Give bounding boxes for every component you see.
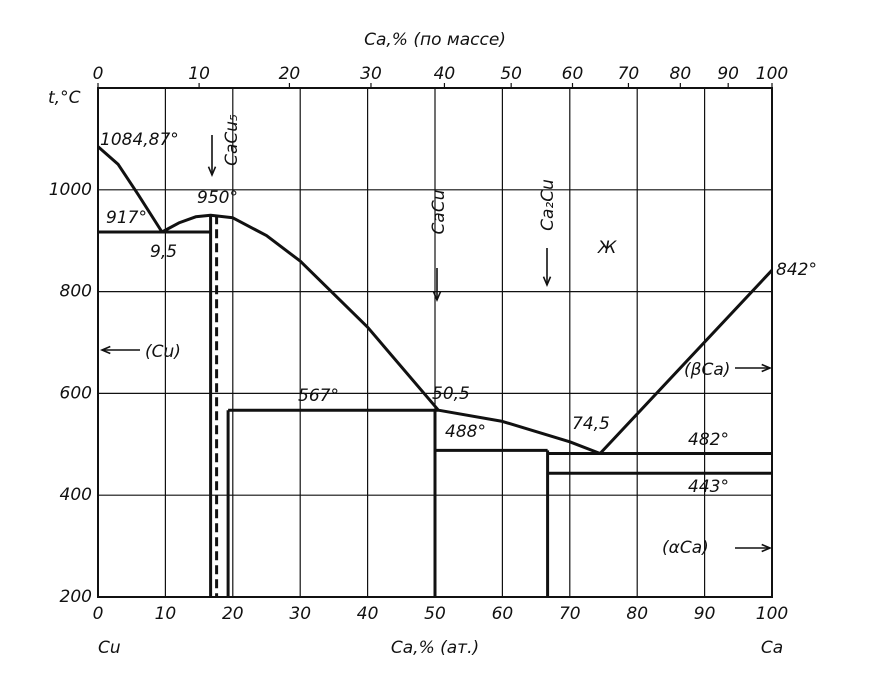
x-tick-label: 30	[289, 604, 311, 624]
y-tick-label: 800	[60, 282, 92, 302]
x-tick-label: 0	[93, 604, 104, 624]
top-tick-label: 0	[93, 64, 104, 84]
arrow-head	[761, 363, 773, 373]
annotation: 567°	[298, 386, 339, 406]
arrow-head	[99, 345, 111, 355]
annotation: 74,5	[572, 414, 610, 434]
arrow-head	[542, 276, 552, 288]
annotation: 9,5	[150, 242, 177, 262]
annotation: 950°	[197, 188, 238, 208]
top-tick-label: 70	[618, 64, 640, 84]
x-tick-label: 80	[626, 604, 648, 624]
right-component: Ca	[761, 638, 783, 658]
x-tick-label: 90	[694, 604, 716, 624]
left-component: Cu	[98, 638, 121, 658]
y-axis-title: t,°C	[48, 88, 81, 108]
annotation: (βCa)	[684, 360, 730, 380]
x-tick-label: 10	[155, 604, 177, 624]
x-tick-label: 60	[492, 604, 514, 624]
y-tick-label: 1000	[49, 180, 92, 200]
arrow-head	[432, 291, 442, 303]
x-tick-label: 100	[756, 604, 788, 624]
x-tick-label: 50	[424, 604, 446, 624]
top-tick-label: 10	[188, 64, 210, 84]
phase-boundary	[97, 145, 774, 455]
annotation: CaCu₅	[222, 114, 242, 166]
annotation: 488°	[445, 422, 486, 442]
top-tick-label: 30	[360, 64, 382, 84]
annotation: CaCu	[429, 189, 449, 234]
annotation: 482°	[688, 430, 729, 450]
y-tick-label: 600	[60, 383, 92, 403]
x-tick-label: 70	[559, 604, 581, 624]
arrow-head	[207, 166, 217, 178]
x-axis-title: Ca,% (ат.)	[391, 638, 479, 658]
annotation: (αCa)	[662, 538, 709, 558]
annotation: 443°	[688, 477, 729, 497]
y-tick-label: 400	[60, 485, 92, 505]
top-axis-title: Ca,% (по массе)	[364, 30, 506, 50]
annotation: Ж	[597, 238, 617, 258]
top-tick-label: 100	[756, 64, 788, 84]
annotation: 1084,87°	[100, 130, 179, 150]
top-tick-label: 20	[279, 64, 301, 84]
top-tick-label: 40	[434, 64, 456, 84]
annotation: 50,5	[432, 384, 470, 404]
x-tick-label: 20	[222, 604, 244, 624]
x-tick-label: 40	[357, 604, 379, 624]
top-tick-label: 60	[562, 64, 584, 84]
arrow-head	[761, 543, 773, 553]
annotation: 917°	[106, 208, 147, 228]
annotation: 842°	[776, 260, 817, 280]
annotation: Ca₂Cu	[538, 179, 558, 231]
top-tick-label: 90	[717, 64, 739, 84]
top-tick-label: 50	[500, 64, 522, 84]
top-tick-label: 80	[670, 64, 692, 84]
annotation: (Cu)	[145, 342, 181, 362]
y-tick-label: 200	[60, 587, 92, 607]
